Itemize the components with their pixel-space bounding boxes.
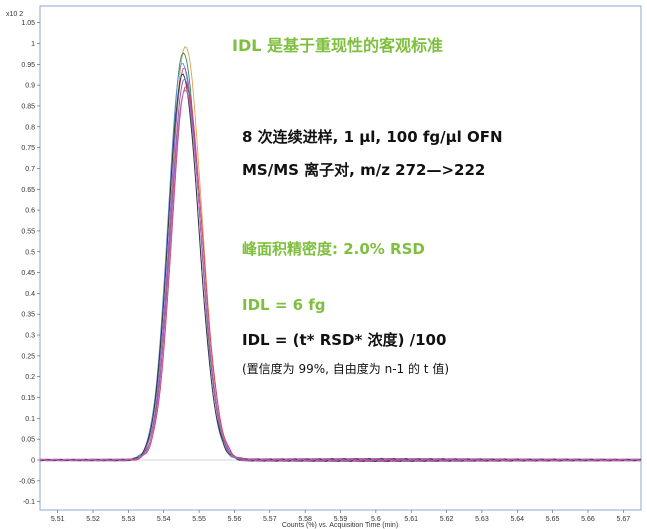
y-tick-label: 1 [31,41,35,48]
annotation-line2: MS/MS 离子对, m/z 272—>222 [242,161,486,179]
y-tick-label: 0.45 [21,270,35,277]
x-tick-label: 5.58 [298,516,312,523]
x-tick-label: 5.63 [475,516,489,523]
annotation-line6: (置信度为 99%, 自由度为 n-1 的 t 值) [242,362,450,376]
y-tick-label: 0.2 [25,374,35,381]
plot-area [39,5,642,511]
x-tick-label: 5.62 [440,516,454,523]
x-tick-label: 5.6 [371,516,381,523]
y-multiplier-label: x10 2 [6,11,23,18]
x-tick-label: 5.64 [510,516,524,523]
y-tick-label: 1.05 [21,20,35,27]
y-tick-label: 0.15 [21,395,35,402]
trace-series-8 [39,89,642,463]
y-tick-label: 0 [31,458,35,465]
y-tick-label: 0.55 [21,228,35,235]
x-tick-label: 5.52 [86,516,100,523]
y-tick-label: 0.9 [25,83,35,90]
y-tick-label: 0.85 [21,103,35,110]
y-tick-label: 0.75 [21,145,35,152]
x-tick-label: 5.56 [228,516,242,523]
y-tick-label: 0.25 [21,353,35,360]
x-tick-label: 5.65 [546,516,560,523]
y-tick-label: 0.8 [25,124,35,131]
annotation-line3: 峰面积精密度: 2.0% RSD [242,240,425,258]
x-tick-label: 5.67 [617,516,631,523]
x-tick-label: 5.53 [122,516,136,523]
y-tick-label: 0.3 [25,333,35,340]
y-tick-label: 0.6 [25,208,35,215]
y-tick-label: 0.35 [21,312,35,319]
x-tick-label: 5.57 [263,516,277,523]
y-tick-label: 0.65 [21,187,35,194]
x-tick-label: 5.51 [51,516,65,523]
annotation-line4: IDL = 6 fg [242,296,326,314]
x-tick-label: 5.55 [192,516,206,523]
annotation-title: IDL 是基于重现性的客观标准 [232,36,444,55]
x-tick-label: 5.59 [334,516,348,523]
annotation-line5: IDL = (t* RSD* 浓度) /100 [242,331,447,349]
y-tick-label: -0.1 [23,499,35,506]
y-tick-label: 0.5 [25,249,35,256]
y-tick-label: 0.95 [21,62,35,69]
x-tick-label: 5.66 [581,516,595,523]
x-tick-label: 5.61 [404,516,418,523]
y-tick-label: 0.1 [25,416,35,423]
y-tick-label: 0.4 [25,291,35,298]
y-tick-label: -0.05 [19,478,35,485]
y-tick-label: 0.7 [25,166,35,173]
trace-series-7 [39,85,642,463]
x-tick-label: 5.54 [157,516,171,523]
annotation-line1: 8 次连续进样, 1 µl, 100 fg/µl OFN [242,128,503,146]
y-tick-label: 0.05 [21,437,35,444]
x-axis-label: Counts (%) vs. Acquisition Time (min) [282,522,398,529]
